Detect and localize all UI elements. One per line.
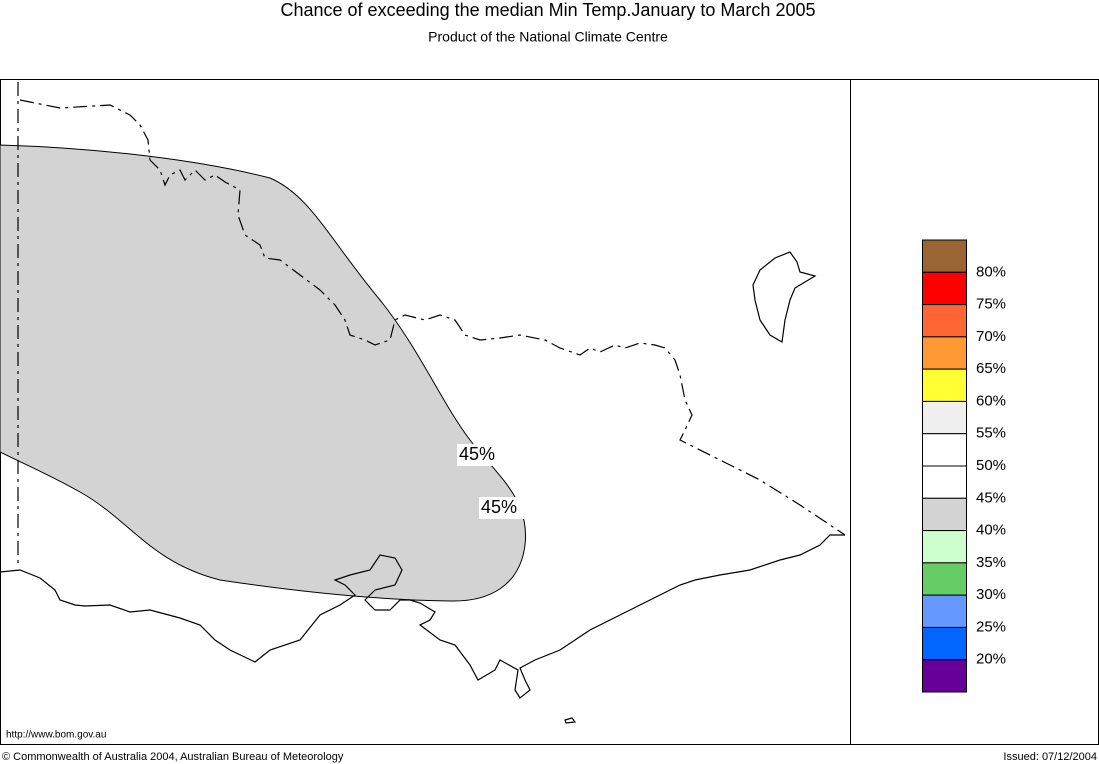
map — [0, 82, 846, 724]
legend-swatch — [922, 433, 967, 467]
legend-swatch — [922, 594, 967, 628]
legend-swatch — [922, 465, 967, 499]
url: http://www.bom.gov.au — [6, 730, 106, 741]
legend-swatch — [922, 626, 967, 661]
legend-swatch — [922, 400, 967, 435]
contour-label: 45% — [459, 444, 495, 464]
legend-label: 35% — [976, 554, 1006, 571]
legend-label: 65% — [976, 360, 1006, 377]
coastline — [0, 534, 845, 699]
legend-swatch — [922, 336, 967, 370]
legend-swatch — [922, 368, 967, 402]
copyright: © Commonwealth of Australia 2004, Austra… — [2, 751, 344, 763]
legend-label: 50% — [976, 457, 1006, 474]
legend-label: 25% — [976, 618, 1006, 635]
island — [752, 251, 817, 343]
legend-swatch — [922, 562, 967, 596]
contour-label: 45% — [481, 497, 517, 517]
legend-label: 30% — [976, 586, 1006, 603]
legend-label: 55% — [976, 425, 1006, 442]
title: Chance of exceeding the median Min Temp.… — [281, 0, 816, 20]
legend-swatch — [922, 659, 967, 693]
islet — [564, 717, 577, 724]
contour-label-bg — [479, 497, 524, 519]
subtitle: Product of the National Climate Centre — [428, 29, 668, 45]
legend-label: 80% — [976, 263, 1006, 280]
legend-swatch — [922, 304, 967, 338]
issued: Issued: 07/12/2004 — [1003, 751, 1097, 763]
legend-label: 70% — [976, 328, 1006, 345]
legend-swatch — [922, 530, 967, 564]
legend-swatch — [922, 497, 967, 532]
legend-label: 75% — [976, 296, 1006, 313]
legend-label: 20% — [976, 651, 1006, 668]
legend-swatch — [922, 271, 967, 306]
state-border — [19, 99, 846, 536]
contour-label-bg — [457, 444, 502, 466]
legend: 80% 75% 70% 65% 60% 55% 50% 45% 40% 35% 30% 25% 20% — [922, 239, 1006, 693]
legend-swatch — [922, 239, 967, 273]
legend-label: 45% — [976, 489, 1006, 506]
legend-label: 60% — [976, 392, 1006, 409]
legend-label: 40% — [976, 522, 1006, 539]
probability-region — [0, 144, 527, 602]
